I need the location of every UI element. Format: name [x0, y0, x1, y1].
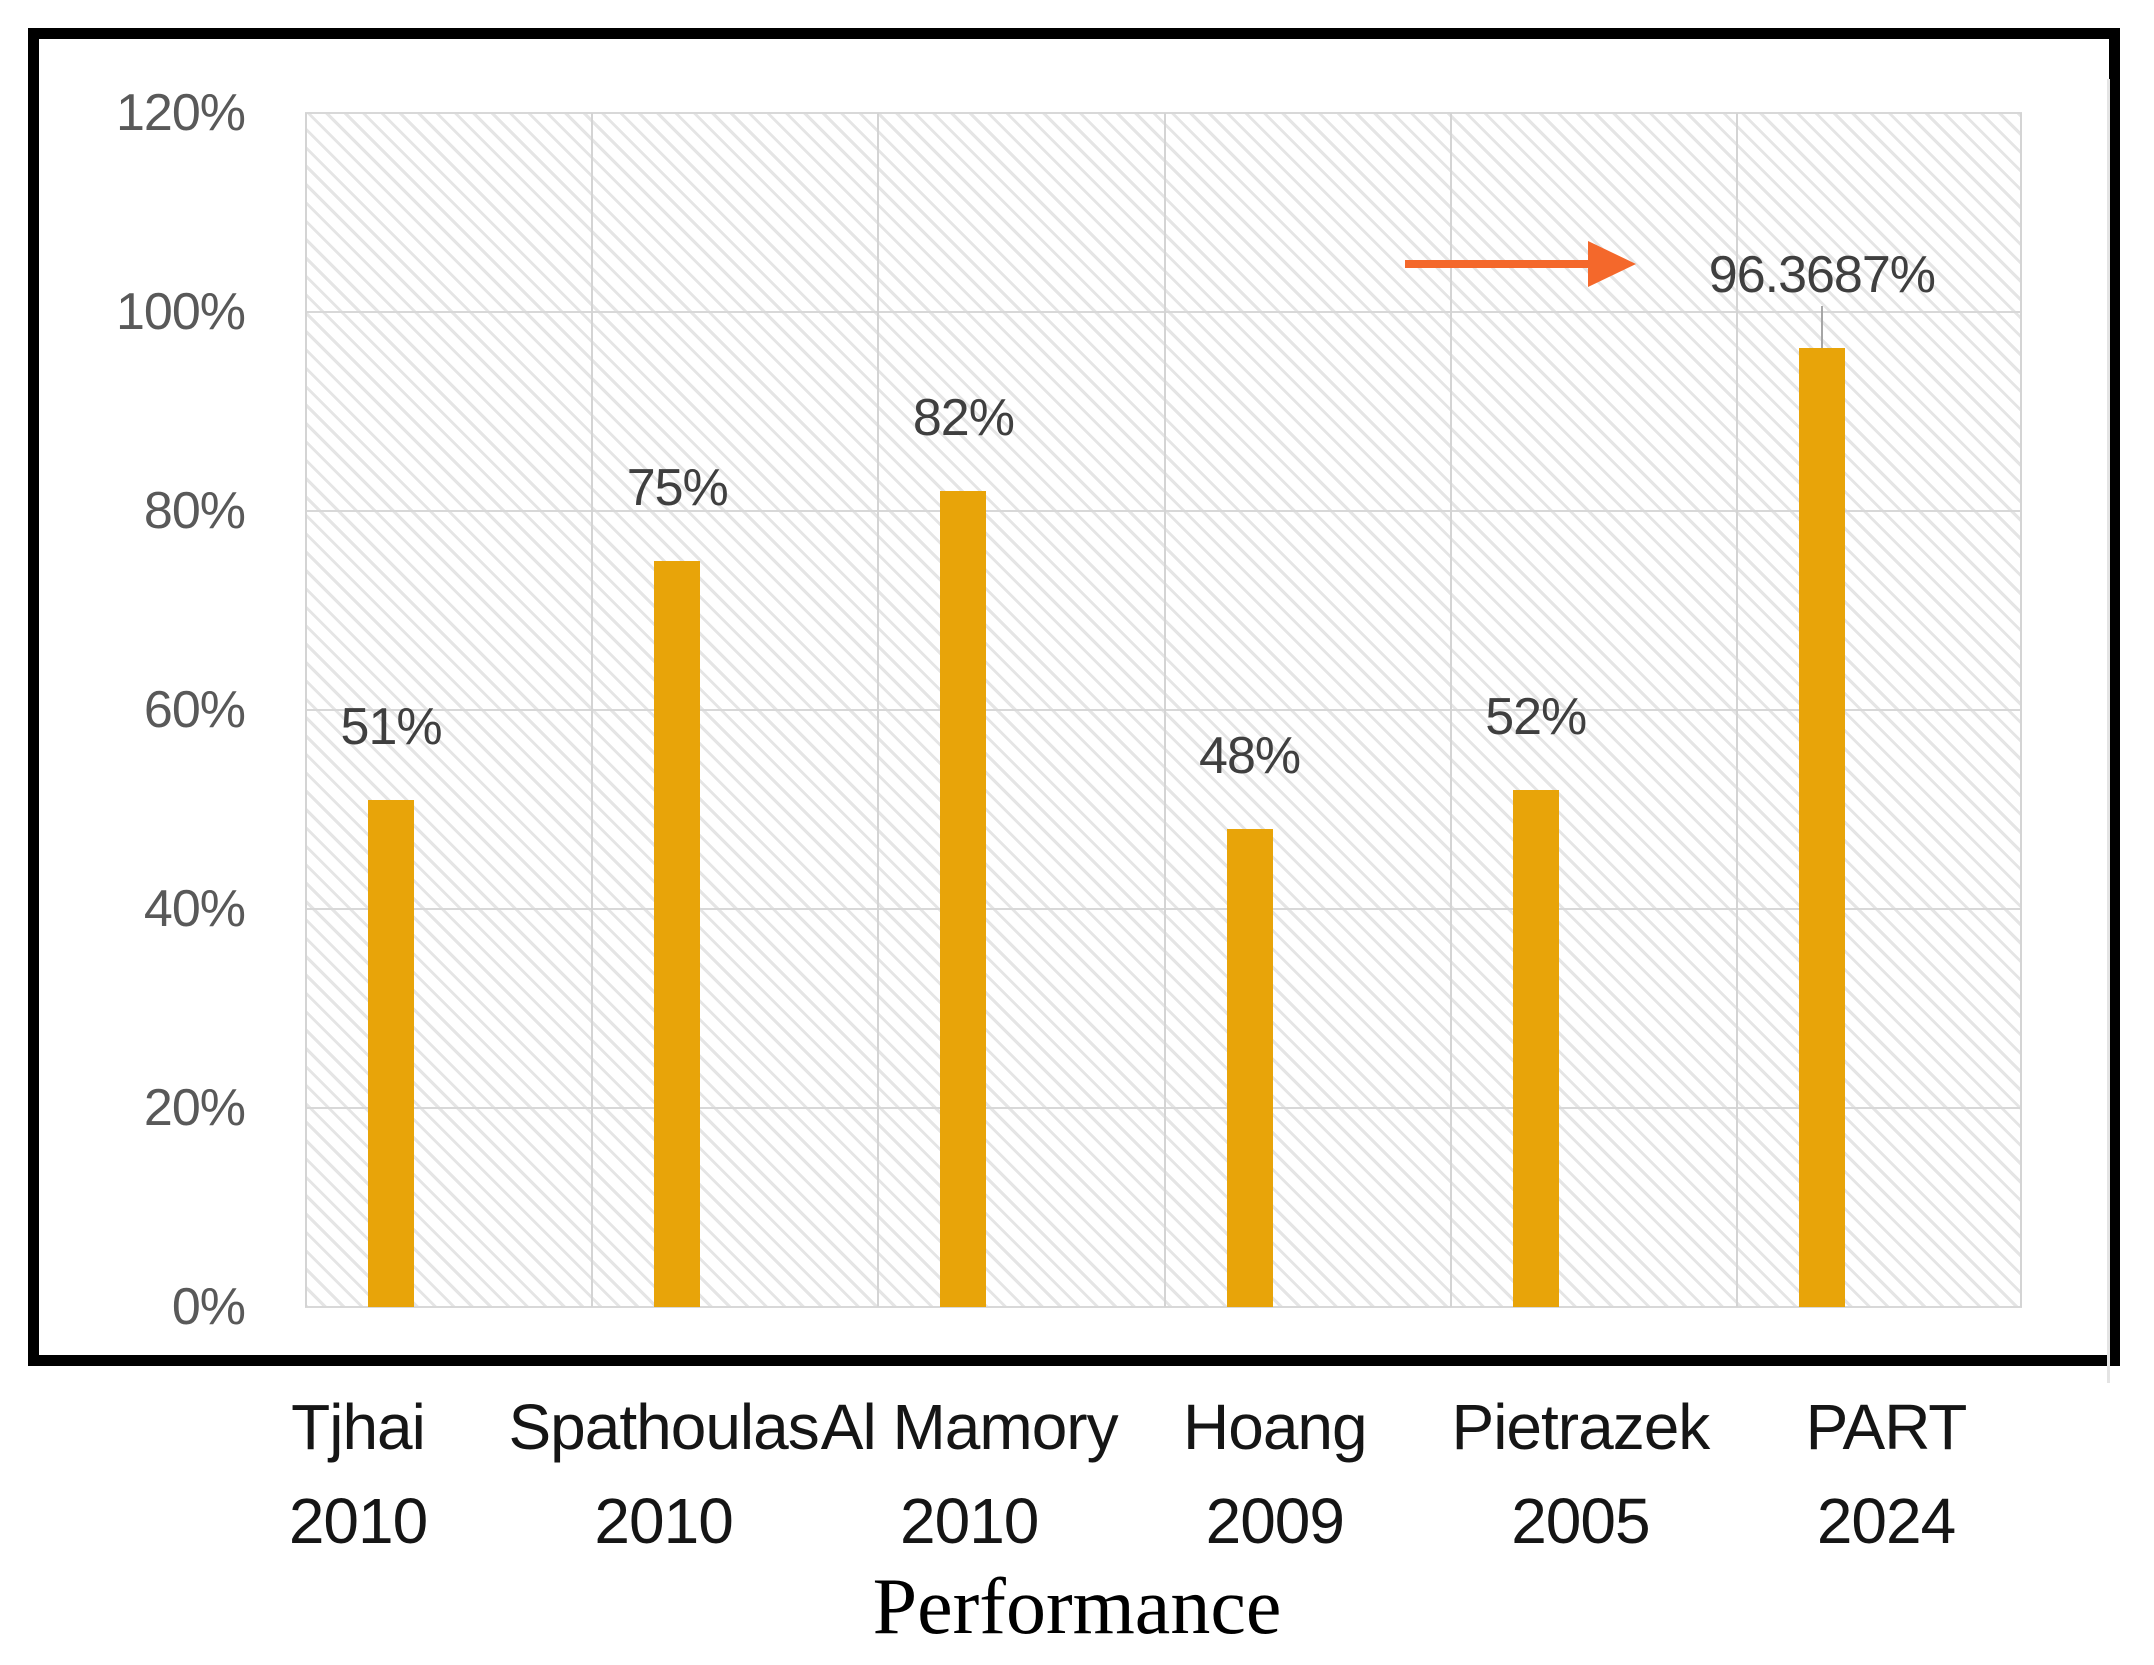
bar-tjhai: [368, 799, 415, 1307]
category-year-label: 2009: [1205, 1485, 1345, 1557]
y-axis-tick-label: 120%: [116, 84, 246, 142]
gridline-vertical: [1449, 113, 1452, 1307]
bar-part: [1798, 348, 1845, 1307]
category-year-label: 2010: [594, 1485, 733, 1557]
y-axis-tick-label: 60%: [143, 681, 246, 739]
bar-al-mamory: [940, 491, 987, 1307]
y-axis-tick-label: 80%: [143, 482, 246, 540]
bar-value-label: 48%: [1199, 727, 1301, 786]
x-axis-title: Performance: [872, 1563, 1282, 1651]
bar-pietrazek: [1512, 789, 1559, 1307]
y-axis-tick-label: 40%: [143, 880, 246, 938]
gridline-vertical: [305, 113, 307, 1307]
bar-value-label: 52%: [1485, 687, 1587, 746]
y-axis-tick-label: 0%: [171, 1278, 246, 1336]
gridline-horizontal: [305, 1306, 2022, 1308]
category-name-label: Pietrazek: [1451, 1391, 1711, 1463]
gridline-vertical: [1163, 113, 1166, 1307]
gridline-vertical: [1735, 113, 1738, 1307]
bar-value-label: 96.3687%: [1708, 246, 1936, 305]
gridline-vertical: [591, 113, 594, 1307]
category-name-label: Tjhai: [291, 1391, 426, 1463]
chart-area-edge: [2107, 79, 2110, 1383]
category-year-label: 2010: [288, 1485, 428, 1557]
plot-area: 51% 75% 82% 48% 52% 96.3687%: [305, 112, 2022, 1308]
bar-hoang: [1226, 829, 1273, 1307]
category-year-label: 2005: [1511, 1485, 1650, 1557]
category-name-label: Al Mamory: [820, 1391, 1119, 1463]
category-year-label: 2010: [900, 1485, 1039, 1557]
bar-value-label: 82%: [912, 389, 1015, 448]
y-axis-tick-label: 20%: [143, 1079, 246, 1137]
gridline-vertical: [2020, 113, 2022, 1307]
gridline-vertical: [877, 113, 880, 1307]
category-name-label: Hoang: [1183, 1391, 1368, 1463]
category-name-label: PART: [1805, 1391, 1968, 1463]
bar-value-label: 75%: [626, 458, 729, 517]
value-label-leader-line: [1820, 306, 1823, 349]
bar-value-label: 51%: [340, 697, 443, 756]
category-year-label: 2024: [1816, 1485, 1956, 1557]
category-name-label: Spathoulas: [508, 1391, 819, 1463]
annotation-arrow-icon: [1405, 241, 1636, 287]
bar-spathoulas: [654, 560, 701, 1307]
y-axis-tick-label: 100%: [116, 283, 246, 341]
